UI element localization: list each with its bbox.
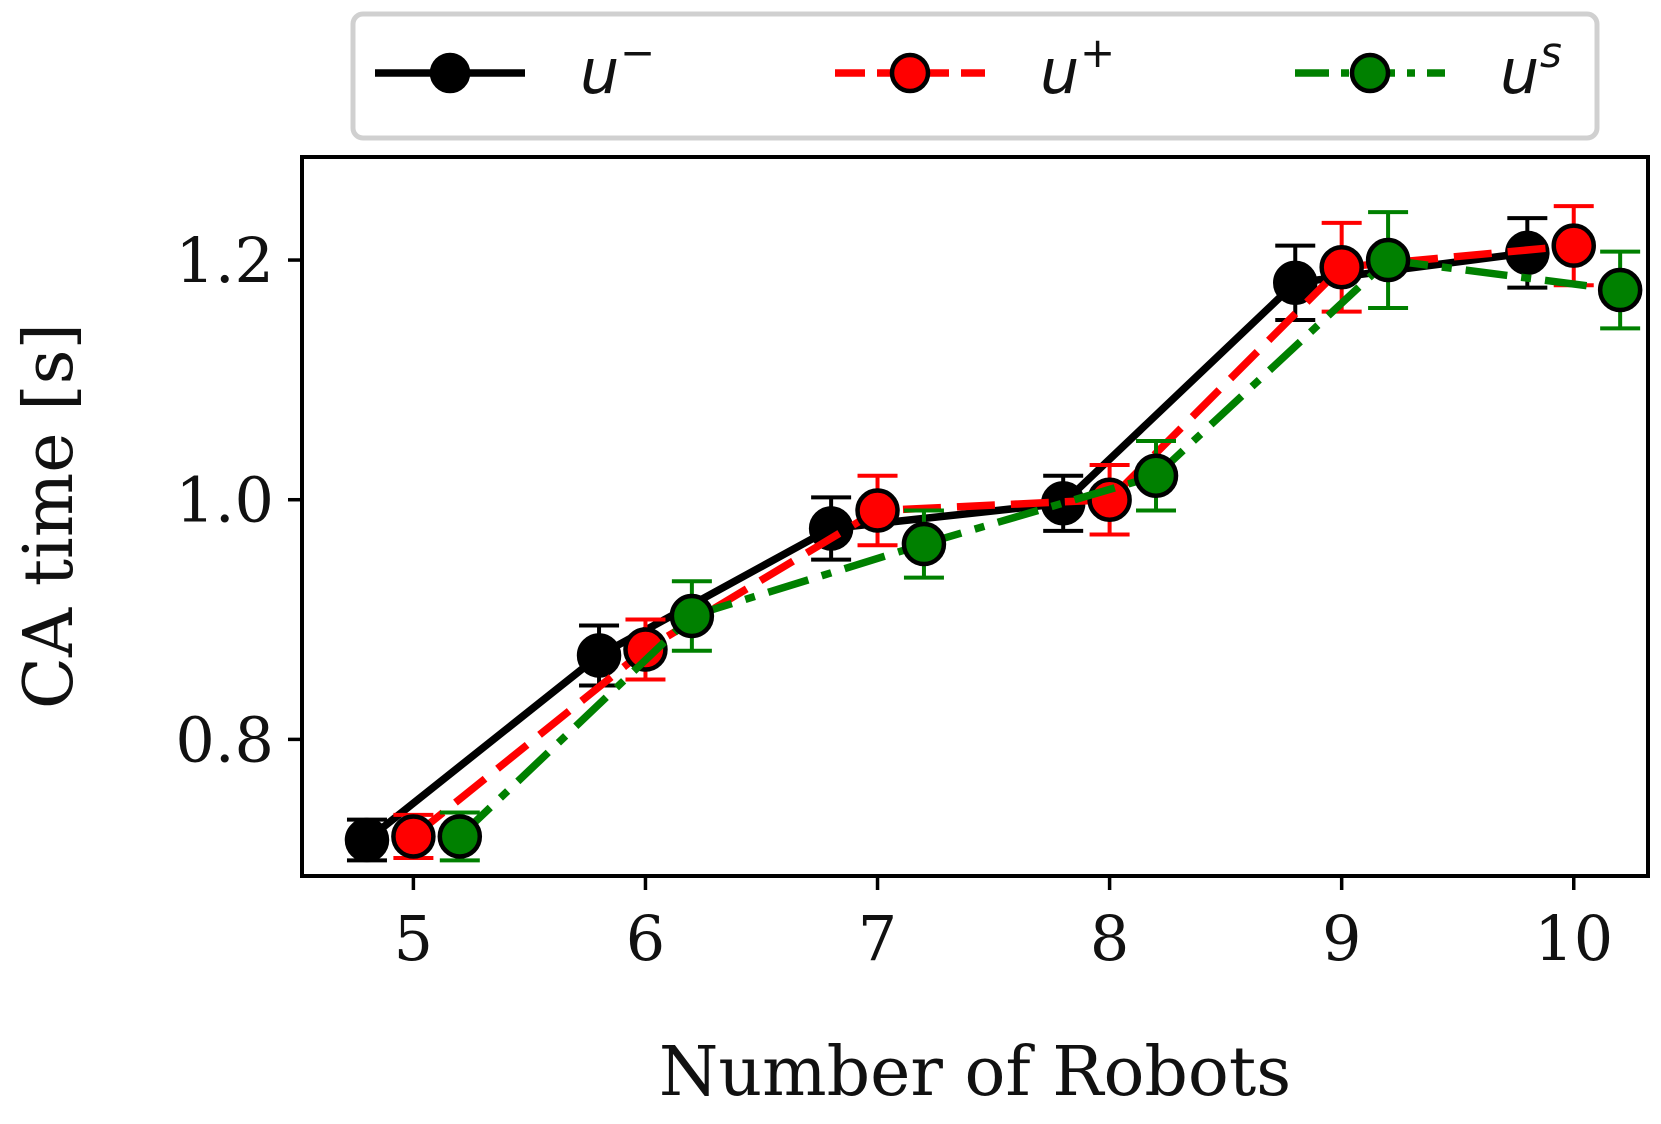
- x-tick-label: 10: [1534, 902, 1613, 975]
- legend-entry-2: u +: [835, 28, 1115, 108]
- series-line: [411, 241, 1575, 840]
- data-point: [344, 817, 390, 863]
- data-point: [1597, 267, 1643, 313]
- data-point: [855, 488, 900, 533]
- data-point: [1273, 260, 1318, 306]
- data-point: [576, 633, 622, 678]
- legend-label-superscript: −: [620, 28, 655, 77]
- y-tick-label: 0.8: [175, 703, 274, 776]
- legend-label: u: [1040, 35, 1079, 108]
- legend-label: u: [1500, 35, 1539, 108]
- x-tick-label: 9: [1322, 902, 1361, 975]
- legend-label-superscript: +: [1080, 28, 1115, 77]
- y-tick-label: 1.2: [175, 224, 274, 297]
- data-point: [1319, 244, 1364, 290]
- x-axis-label: Number of Robots: [659, 1033, 1291, 1112]
- x-tick-label: 5: [394, 902, 433, 975]
- plot-area: [300, 155, 1650, 878]
- series-line: [457, 256, 1621, 840]
- plot-frame: [300, 155, 1650, 878]
- data-point: [808, 506, 854, 551]
- y-tick-label: 1.0: [175, 464, 274, 537]
- legend: u − u + u s: [350, 11, 1600, 141]
- data-point: [1133, 453, 1179, 499]
- series-line: [364, 249, 1528, 843]
- x-tick-label: 6: [626, 902, 665, 975]
- data-point: [1365, 237, 1411, 283]
- legend-label-superscript: s: [1540, 28, 1562, 77]
- series-2: [391, 204, 1596, 861]
- legend-entry-1: u −: [375, 28, 655, 108]
- legend-label: u: [580, 35, 619, 108]
- data-point: [623, 627, 668, 672]
- data-point: [437, 814, 483, 859]
- y-axis: 0.8 1.0 1.2: [175, 224, 302, 776]
- data-point: [1551, 223, 1596, 268]
- legend-marker: [1349, 52, 1391, 94]
- data-point: [669, 593, 715, 639]
- x-axis: 5 6 7 8 9 10: [394, 876, 1613, 975]
- legend-marker: [429, 52, 471, 94]
- x-tick-label: 8: [1090, 902, 1129, 975]
- data-point: [901, 521, 947, 567]
- y-axis-label: CA time [s]: [10, 323, 89, 709]
- legend-marker: [889, 52, 931, 94]
- data-point: [391, 814, 436, 859]
- x-tick-label: 7: [858, 902, 897, 975]
- series-3: [437, 210, 1643, 863]
